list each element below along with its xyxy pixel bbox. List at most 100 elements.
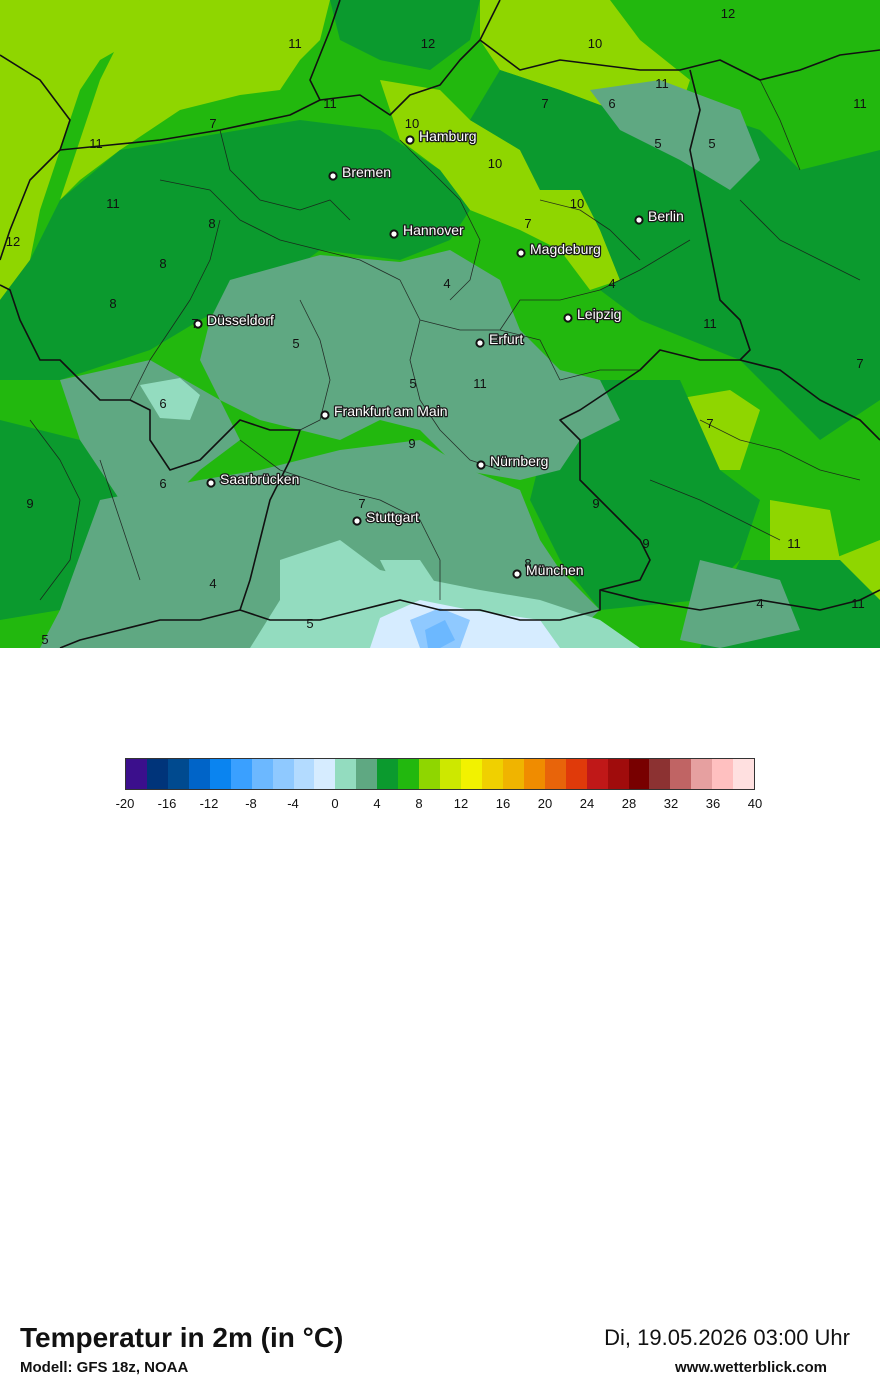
city-marker <box>353 517 360 524</box>
city-marker <box>329 172 336 179</box>
color-swatch <box>168 759 189 789</box>
city-label: Leipzig <box>577 306 621 322</box>
isoline-label: 10 <box>570 196 584 211</box>
isoline-label: 5 <box>654 136 661 151</box>
isoline-label: 5 <box>292 336 299 351</box>
color-swatch <box>419 759 440 789</box>
city-label: Hamburg <box>419 128 477 144</box>
color-legend-tick: 12 <box>454 796 468 811</box>
color-swatch <box>587 759 608 789</box>
isoline-label: 5 <box>41 632 48 647</box>
chart-title: Temperatur in 2m (in °C) <box>20 1322 343 1354</box>
color-swatch <box>629 759 650 789</box>
isoline-label: 6 <box>608 96 615 111</box>
color-legend-tick: 4 <box>373 796 380 811</box>
isoline-label: 8 <box>208 216 215 231</box>
color-swatch <box>670 759 691 789</box>
color-legend-tick: 40 <box>748 796 762 811</box>
isoline-label: 7 <box>209 116 216 131</box>
color-swatch <box>335 759 356 789</box>
color-swatch <box>524 759 545 789</box>
isoline-label: 10 <box>588 36 602 51</box>
city-label: Nürnberg <box>490 453 548 469</box>
isoline-label: 9 <box>642 536 649 551</box>
city-saarbr-cken: Saarbrücken <box>207 471 299 487</box>
isoline-label: 8 <box>109 296 116 311</box>
city-frankfurt-am-main: Frankfurt am Main <box>321 403 447 419</box>
city-label: München <box>526 562 584 578</box>
isoline-label: 11 <box>288 36 302 51</box>
website-link[interactable]: www.wetterblick.com <box>675 1359 827 1376</box>
color-legend-tick: 24 <box>580 796 594 811</box>
isoline-label: 7 <box>524 216 531 231</box>
color-legend-tick: -20 <box>116 796 135 811</box>
isoline-label: 11 <box>655 76 669 91</box>
color-swatch <box>566 759 587 789</box>
isoline-label: 4 <box>209 576 216 591</box>
color-legend-tick: -16 <box>158 796 177 811</box>
color-swatch <box>314 759 335 789</box>
isoline-label: 11 <box>787 536 801 551</box>
color-swatch <box>126 759 147 789</box>
color-legend-tick: 0 <box>331 796 338 811</box>
city-marker <box>207 479 214 486</box>
city-marker <box>635 216 642 223</box>
isoline-label: 9 <box>408 436 415 451</box>
isoline-label: 7 <box>358 496 365 511</box>
city-marker <box>477 461 484 468</box>
isoline-label: 11 <box>473 376 487 391</box>
color-swatch <box>482 759 503 789</box>
city-marker <box>513 570 520 577</box>
color-swatch <box>356 759 377 789</box>
city-label: Saarbrücken <box>220 471 299 487</box>
color-swatch <box>398 759 419 789</box>
color-legend-tick: 8 <box>415 796 422 811</box>
city-marker <box>390 230 397 237</box>
color-swatch <box>231 759 252 789</box>
color-swatch <box>649 759 670 789</box>
color-swatch <box>712 759 733 789</box>
isoline-label: 12 <box>721 6 735 21</box>
isoline-label: 4 <box>756 596 763 611</box>
color-swatch <box>545 759 566 789</box>
city-label: Erfurt <box>489 331 523 347</box>
city-label: Berlin <box>648 208 684 224</box>
color-legend-tick: 16 <box>496 796 510 811</box>
color-legend <box>125 758 755 790</box>
isoline-label: 12 <box>421 36 435 51</box>
color-legend-tick: 20 <box>538 796 552 811</box>
color-legend-tick: 32 <box>664 796 678 811</box>
color-legend-tick: -12 <box>200 796 219 811</box>
isoline-label: 6 <box>159 476 166 491</box>
city-marker <box>406 136 413 143</box>
color-legend-tick: 36 <box>706 796 720 811</box>
isoline-label: 4 <box>443 276 450 291</box>
color-swatch <box>503 759 524 789</box>
isoline-label: 11 <box>106 196 120 211</box>
isoline-label: 9 <box>592 496 599 511</box>
isoline-label: 5 <box>306 616 313 631</box>
city-marker <box>321 411 328 418</box>
model-info: Modell: GFS 18z, NOAA <box>20 1359 188 1376</box>
color-swatch <box>608 759 629 789</box>
isoline-label: 12 <box>6 234 20 249</box>
color-swatch <box>147 759 168 789</box>
color-swatch <box>273 759 294 789</box>
city-label: Stuttgart <box>366 509 419 525</box>
color-swatch <box>733 759 754 789</box>
color-swatch <box>377 759 398 789</box>
color-swatch <box>252 759 273 789</box>
color-swatch <box>691 759 712 789</box>
city-magdeburg: Magdeburg <box>517 241 600 257</box>
isoline-label: 6 <box>159 396 166 411</box>
forecast-datetime: Di, 19.05.2026 03:00 Uhr <box>604 1325 850 1351</box>
isoline-label: 11 <box>703 316 717 331</box>
color-swatch <box>440 759 461 789</box>
isoline-label: 10 <box>405 116 419 131</box>
city-marker <box>194 320 201 327</box>
color-legend-tick: -8 <box>245 796 257 811</box>
isoline-label: 7 <box>706 416 713 431</box>
color-swatch <box>294 759 315 789</box>
color-swatch <box>210 759 231 789</box>
isoline-label: 7 <box>541 96 548 111</box>
